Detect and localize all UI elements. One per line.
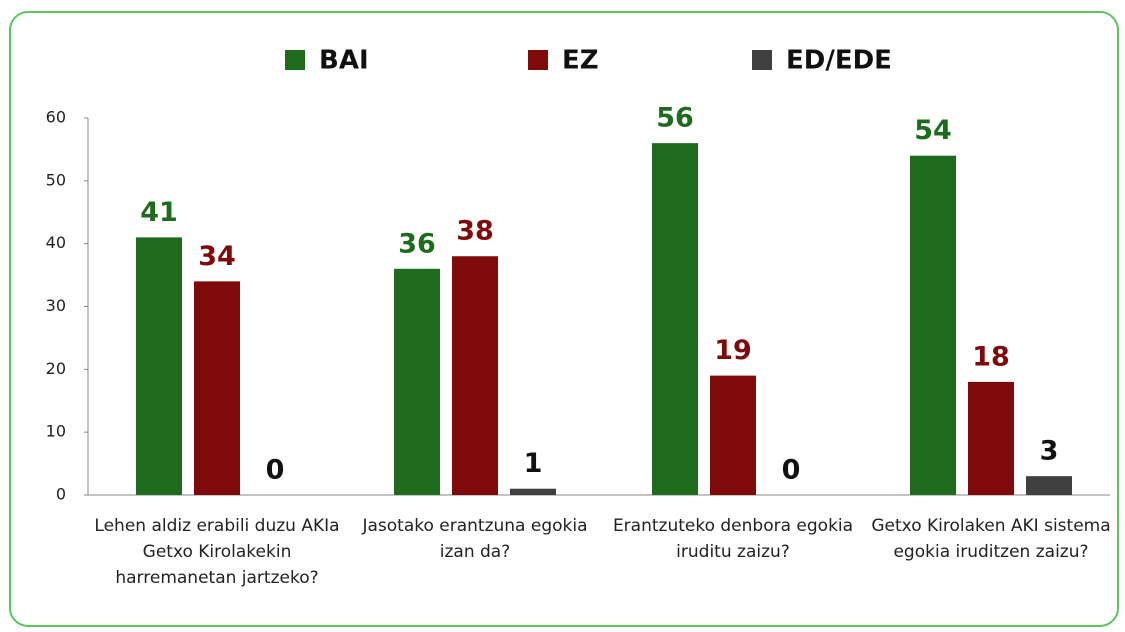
value-label: 18: [972, 341, 1010, 372]
y-tick-label: 20: [46, 359, 66, 378]
bar: [1026, 476, 1072, 495]
bar: [194, 281, 240, 495]
x-tick-label: Getxo Kirolaken AKI sistema egokia irudi…: [871, 516, 1111, 562]
legend-label: ED/EDE: [786, 46, 892, 76]
value-label: 0: [782, 455, 801, 486]
bar: [394, 268, 440, 495]
x-tick-label: Lehen aldiz erabili duzu AKIa Getxo Kiro…: [94, 516, 340, 588]
y-tick-label: 0: [56, 485, 66, 504]
x-tick-label: Jasotako erantzuna egokia izan da?: [362, 516, 588, 562]
bar: [510, 488, 556, 495]
value-label: 1: [524, 448, 543, 479]
value-label: 19: [714, 335, 752, 366]
value-label: 56: [656, 103, 694, 134]
value-label: 36: [398, 228, 436, 259]
bar: [710, 375, 756, 495]
bar: [968, 381, 1014, 495]
legend-swatch: [752, 50, 772, 70]
legend-label: EZ: [562, 46, 599, 76]
x-tick-label: Erantzuteko denbora egokia iruditu zaizu…: [612, 516, 854, 562]
legend-swatch: [528, 50, 548, 70]
frame: [9, 11, 1119, 627]
y-tick-label: 50: [46, 170, 66, 189]
bar: [910, 155, 956, 495]
bar: [652, 143, 698, 495]
value-label: 34: [198, 241, 236, 272]
value-label: 54: [914, 115, 952, 146]
value-label: 3: [1040, 436, 1059, 467]
y-tick-label: 30: [46, 296, 66, 315]
legend-swatch: [285, 50, 305, 70]
value-label: 38: [456, 216, 494, 247]
value-label: 0: [266, 455, 285, 486]
y-tick-label: 40: [46, 233, 66, 252]
bar: [136, 237, 182, 495]
y-tick-label: 60: [46, 108, 66, 127]
bar: [452, 256, 498, 495]
y-tick-label: 10: [46, 422, 66, 441]
legend-label: BAI: [319, 46, 369, 76]
value-label: 41: [140, 197, 178, 228]
